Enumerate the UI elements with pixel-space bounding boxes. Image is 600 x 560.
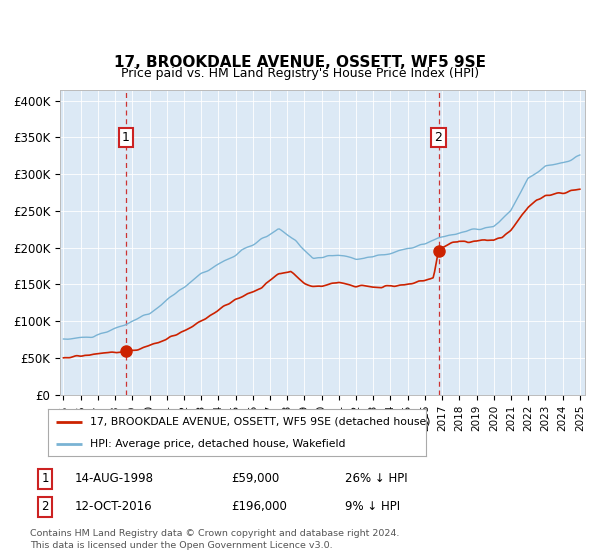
Text: Price paid vs. HM Land Registry's House Price Index (HPI): Price paid vs. HM Land Registry's House …	[121, 67, 479, 80]
Text: This data is licensed under the Open Government Licence v3.0.: This data is licensed under the Open Gov…	[30, 541, 332, 550]
Text: 17, BROOKDALE AVENUE, OSSETT, WF5 9SE: 17, BROOKDALE AVENUE, OSSETT, WF5 9SE	[114, 55, 486, 70]
Text: 26% ↓ HPI: 26% ↓ HPI	[345, 472, 407, 486]
Text: 17, BROOKDALE AVENUE, OSSETT, WF5 9SE (detached house): 17, BROOKDALE AVENUE, OSSETT, WF5 9SE (d…	[89, 417, 430, 427]
Text: 12-OCT-2016: 12-OCT-2016	[75, 500, 152, 514]
Text: 9% ↓ HPI: 9% ↓ HPI	[345, 500, 400, 514]
Text: 2: 2	[41, 500, 49, 514]
Text: Contains HM Land Registry data © Crown copyright and database right 2024.: Contains HM Land Registry data © Crown c…	[30, 530, 400, 539]
Text: 2: 2	[434, 131, 442, 144]
Text: £59,000: £59,000	[231, 472, 279, 486]
Text: 14-AUG-1998: 14-AUG-1998	[75, 472, 154, 486]
Text: 1: 1	[41, 472, 49, 486]
Text: 1: 1	[122, 131, 130, 144]
Text: £196,000: £196,000	[231, 500, 287, 514]
Text: HPI: Average price, detached house, Wakefield: HPI: Average price, detached house, Wake…	[89, 438, 345, 449]
